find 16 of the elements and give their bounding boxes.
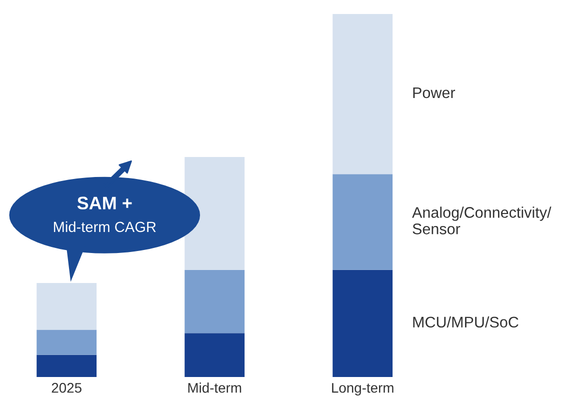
series-label: Power (413, 87, 456, 98)
bar (36, 354, 97, 377)
bar (332, 270, 393, 377)
series-label: Analog/Connectivity/ Sensor (412, 206, 552, 234)
bar (36, 282, 97, 330)
x-tick-label: Mid-term (188, 382, 242, 393)
bar (332, 174, 393, 270)
bar (184, 270, 245, 334)
annotation: SAM + Mid-term CAGR (54, 196, 156, 232)
bar (184, 333, 245, 377)
bar (184, 157, 245, 270)
x-tick-label: Long-term (332, 383, 394, 396)
bar (36, 330, 97, 355)
x-tick-label: 2025 (52, 382, 82, 393)
series-label: MCU/MPU/SoC (413, 316, 518, 328)
bar (332, 14, 393, 174)
